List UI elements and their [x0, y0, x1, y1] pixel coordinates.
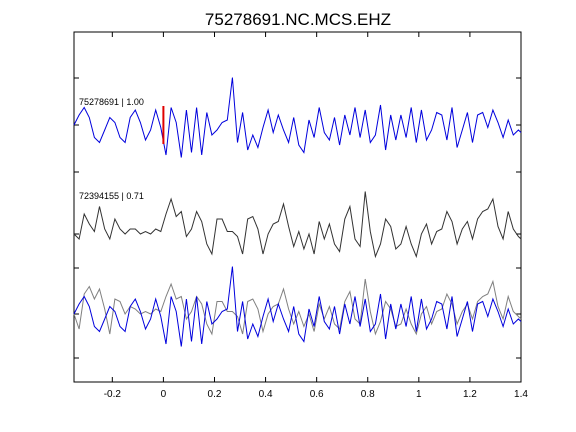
trace-label: 75278691 | 1.00	[79, 97, 144, 107]
x-tick-label: 1.2	[463, 389, 477, 400]
x-tick-label: 0	[161, 389, 167, 400]
x-tick-label: 0.8	[361, 389, 375, 400]
x-tick-label: 0.6	[310, 389, 324, 400]
trace-secondary	[73, 191, 522, 259]
trace-overlay-blue	[73, 266, 522, 347]
x-tick-label: 1	[416, 389, 422, 400]
trace-overlay-grey	[73, 278, 522, 336]
x-tick-label: 0.4	[259, 389, 273, 400]
x-tick-label: 0.2	[208, 389, 222, 400]
x-tick-label: 1.4	[514, 389, 528, 400]
tick-marks	[74, 32, 522, 382]
trace-labels: 75278691 | 1.00 72394155 | 0.71	[79, 97, 144, 201]
chart-title: 75278691.NC.MCS.EHZ	[205, 10, 391, 29]
trace-primary	[73, 77, 522, 158]
waveform-traces	[73, 77, 522, 347]
trace-label: 72394155 | 0.71	[79, 191, 144, 201]
plot-frame	[73, 31, 522, 383]
x-tick-label: -0.2	[104, 389, 122, 400]
x-tick-labels: -0.2 0 0.2 0.4 0.6 0.8 1 1.2 1.4	[104, 389, 529, 400]
